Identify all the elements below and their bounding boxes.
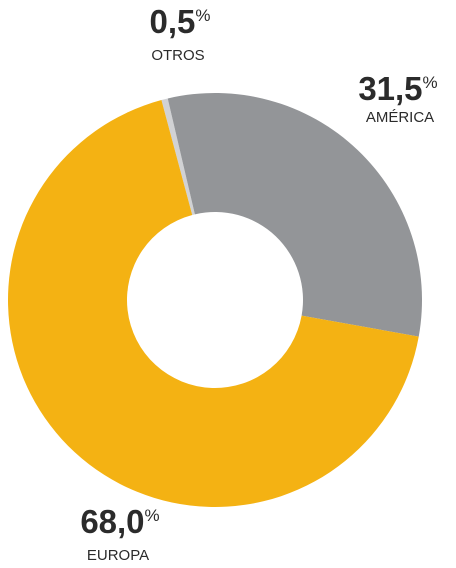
value-label: 31,5%	[358, 70, 437, 107]
value-label: 0,5%	[150, 3, 211, 40]
donut-slice	[7, 100, 419, 508]
value-number: 31,5	[358, 70, 422, 107]
donut-slice	[161, 98, 195, 215]
category-label: AMÉRICA	[366, 109, 434, 126]
value-unit: %	[195, 6, 210, 25]
value-label: 68,0%	[80, 503, 159, 540]
value-number: 68,0	[80, 503, 144, 540]
category-label: EUROPA	[87, 547, 149, 564]
donut-slice	[167, 93, 422, 337]
category-label: OTROS	[151, 47, 204, 64]
value-unit: %	[423, 73, 438, 92]
value-unit: %	[145, 506, 160, 525]
value-number: 0,5	[150, 3, 196, 40]
